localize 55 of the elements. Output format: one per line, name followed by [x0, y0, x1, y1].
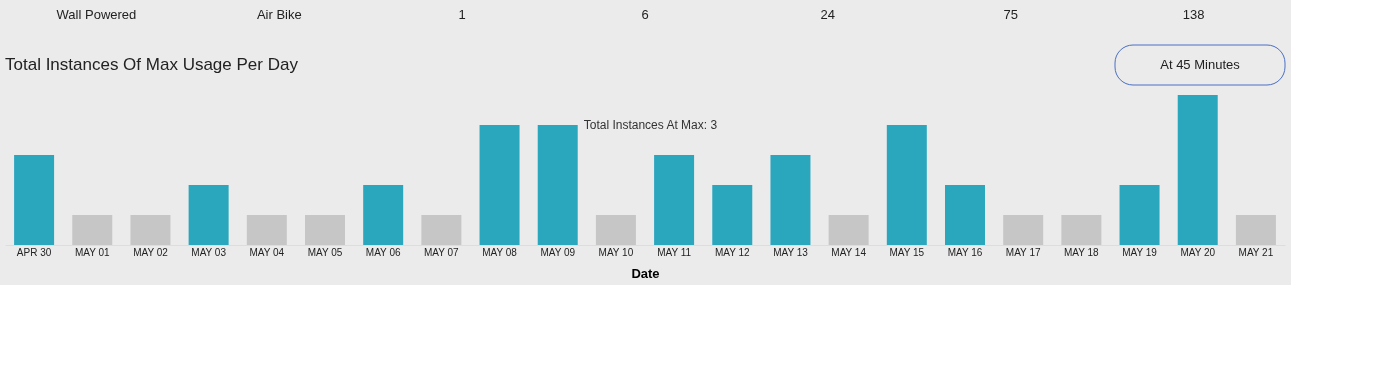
bar: [305, 215, 345, 245]
text: 75: [1003, 7, 1018, 22]
x-axis-title: Date: [631, 265, 660, 281]
bar: [945, 185, 985, 245]
x-tick-label: MAY 10: [598, 246, 634, 258]
chart-title: Total Instances Of Max Usage Per Day: [5, 55, 299, 74]
x-tick-label: MAY 15: [889, 246, 925, 258]
x-tick-label: MAY 03: [191, 246, 227, 258]
x-tick-label: MAY 11: [657, 246, 692, 258]
text: 6: [641, 7, 649, 22]
bar: [363, 185, 404, 245]
bar: [886, 125, 927, 245]
x-tick-label: MAY 12: [714, 246, 751, 258]
bar: [595, 215, 636, 245]
x-tick-label: MAY 16: [947, 246, 983, 258]
x-tick-label: MAY 14: [831, 246, 867, 258]
bar: [770, 155, 811, 245]
bar: [421, 215, 462, 245]
bar: [1061, 215, 1102, 245]
text: 1: [458, 7, 466, 22]
x-tick-label: MAY 20: [1180, 246, 1216, 258]
annotation: Total Instances At Max: 3: [583, 118, 718, 132]
x-tick-label: MAY 07: [424, 246, 460, 258]
bar: [14, 155, 55, 245]
x-tick-label: MAY 08: [482, 246, 518, 258]
text: Air Bike: [256, 7, 302, 22]
x-tick-label: MAY 06: [365, 246, 401, 258]
bar: [246, 215, 287, 245]
bar: [1003, 215, 1044, 245]
bar: [712, 185, 753, 245]
bar: [188, 185, 229, 245]
bar: [130, 215, 171, 245]
bar: [1177, 95, 1218, 245]
bar: [72, 215, 113, 245]
x-tick-label: MAY 17: [1005, 246, 1041, 258]
bar: [1235, 215, 1276, 245]
text: At 45 Minutes: [1160, 57, 1241, 72]
text: Wall Powered: [56, 7, 137, 22]
text: 138: [1182, 7, 1205, 22]
bar: [654, 155, 695, 245]
text: 24: [820, 7, 836, 22]
x-tick-label: MAY 09: [540, 246, 576, 258]
x-tick-label: APR 30: [16, 246, 52, 258]
bar: [1119, 185, 1160, 245]
bar: [479, 125, 520, 245]
x-tick-label: MAY 01: [74, 246, 111, 258]
bar: [828, 215, 869, 245]
bar: [537, 125, 578, 245]
x-tick-label: MAY 13: [773, 246, 809, 258]
x-tick-label: MAY 05: [307, 246, 343, 258]
x-tick-label: MAY 21: [1238, 246, 1274, 258]
x-tick-label: MAY 19: [1122, 246, 1158, 258]
x-tick-label: MAY 02: [133, 246, 169, 258]
x-tick-label: MAY 04: [249, 246, 285, 258]
x-tick-label: MAY 18: [1064, 246, 1100, 258]
